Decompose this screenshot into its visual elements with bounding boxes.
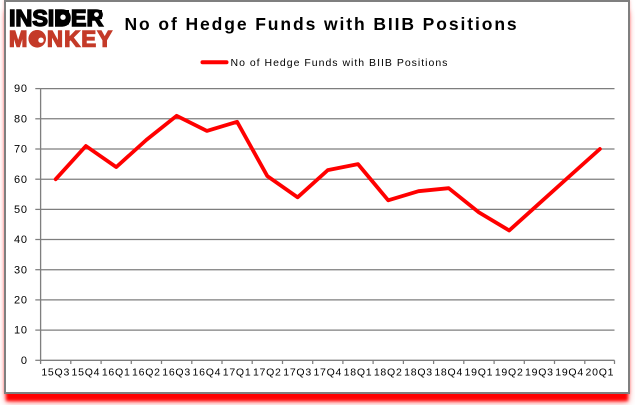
svg-text:70: 70 bbox=[14, 144, 28, 156]
svg-text:16Q3: 16Q3 bbox=[162, 367, 191, 379]
svg-text:18Q1: 18Q1 bbox=[344, 367, 373, 379]
svg-text:18Q4: 18Q4 bbox=[434, 367, 463, 379]
svg-text:16Q2: 16Q2 bbox=[132, 367, 161, 379]
svg-text:80: 80 bbox=[14, 113, 28, 125]
svg-text:18Q2: 18Q2 bbox=[374, 367, 403, 379]
svg-text:19Q3: 19Q3 bbox=[525, 367, 554, 379]
svg-text:19Q4: 19Q4 bbox=[555, 367, 584, 379]
svg-text:15Q4: 15Q4 bbox=[72, 367, 101, 379]
svg-text:17Q2: 17Q2 bbox=[253, 367, 282, 379]
svg-text:No of Hedge Funds with BIIB Po: No of Hedge Funds with BIIB Positions bbox=[231, 57, 449, 69]
svg-text:90: 90 bbox=[14, 83, 28, 95]
svg-text:0: 0 bbox=[21, 355, 28, 367]
svg-text:MONKEY: MONKEY bbox=[9, 26, 113, 51]
svg-text:19Q2: 19Q2 bbox=[495, 367, 524, 379]
svg-text:20: 20 bbox=[14, 295, 28, 307]
svg-text:20Q1: 20Q1 bbox=[586, 367, 615, 379]
svg-text:16Q4: 16Q4 bbox=[193, 367, 222, 379]
svg-text:16Q1: 16Q1 bbox=[102, 367, 131, 379]
svg-text:60: 60 bbox=[14, 174, 28, 186]
svg-text:17Q3: 17Q3 bbox=[283, 367, 312, 379]
svg-text:10: 10 bbox=[14, 325, 28, 337]
svg-text:No of Hedge Funds with BIIB Po: No of Hedge Funds with BIIB Positions bbox=[125, 14, 519, 34]
svg-text:18Q3: 18Q3 bbox=[404, 367, 433, 379]
svg-text:17Q1: 17Q1 bbox=[223, 367, 252, 379]
svg-text:17Q4: 17Q4 bbox=[313, 367, 342, 379]
svg-text:50: 50 bbox=[14, 204, 28, 216]
svg-text:19Q1: 19Q1 bbox=[465, 367, 494, 379]
svg-text:40: 40 bbox=[14, 234, 28, 246]
svg-text:15Q3: 15Q3 bbox=[41, 367, 70, 379]
svg-text:INSIDER: INSIDER bbox=[9, 5, 103, 31]
svg-text:30: 30 bbox=[14, 264, 28, 276]
